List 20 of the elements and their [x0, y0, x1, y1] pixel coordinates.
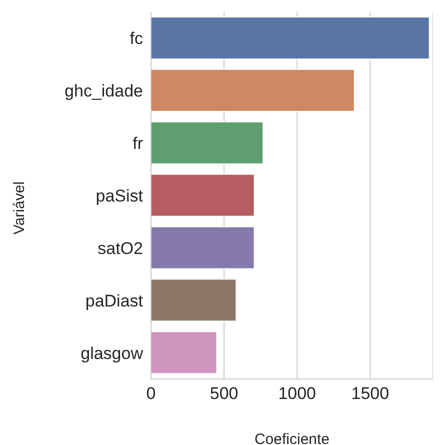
- bar: [151, 16, 430, 60]
- y-tick-label: satO2: [98, 238, 143, 258]
- x-tick-label: 500: [210, 384, 238, 404]
- y-tick-label: fc: [130, 29, 144, 48]
- y-tick-label: ghc_idade: [64, 82, 143, 101]
- bar: [151, 331, 218, 374]
- bar: [151, 68, 355, 112]
- x-axis-title: Coeficiente: [254, 431, 330, 445]
- x-tick-label: 1500: [351, 384, 390, 404]
- y-tick-label: paDiast: [85, 291, 144, 310]
- x-tick-label: 1000: [278, 384, 316, 404]
- y-tick-label: glasgow: [80, 344, 144, 363]
- bar: [151, 278, 237, 322]
- y-tick-label: fr: [132, 134, 144, 154]
- bar: [151, 226, 255, 270]
- x-tick-label: 0: [146, 384, 156, 404]
- bar: [151, 174, 255, 217]
- y-axis-title: Variável: [11, 181, 28, 235]
- bar: [151, 121, 264, 164]
- y-tick-label: paSist: [96, 186, 144, 206]
